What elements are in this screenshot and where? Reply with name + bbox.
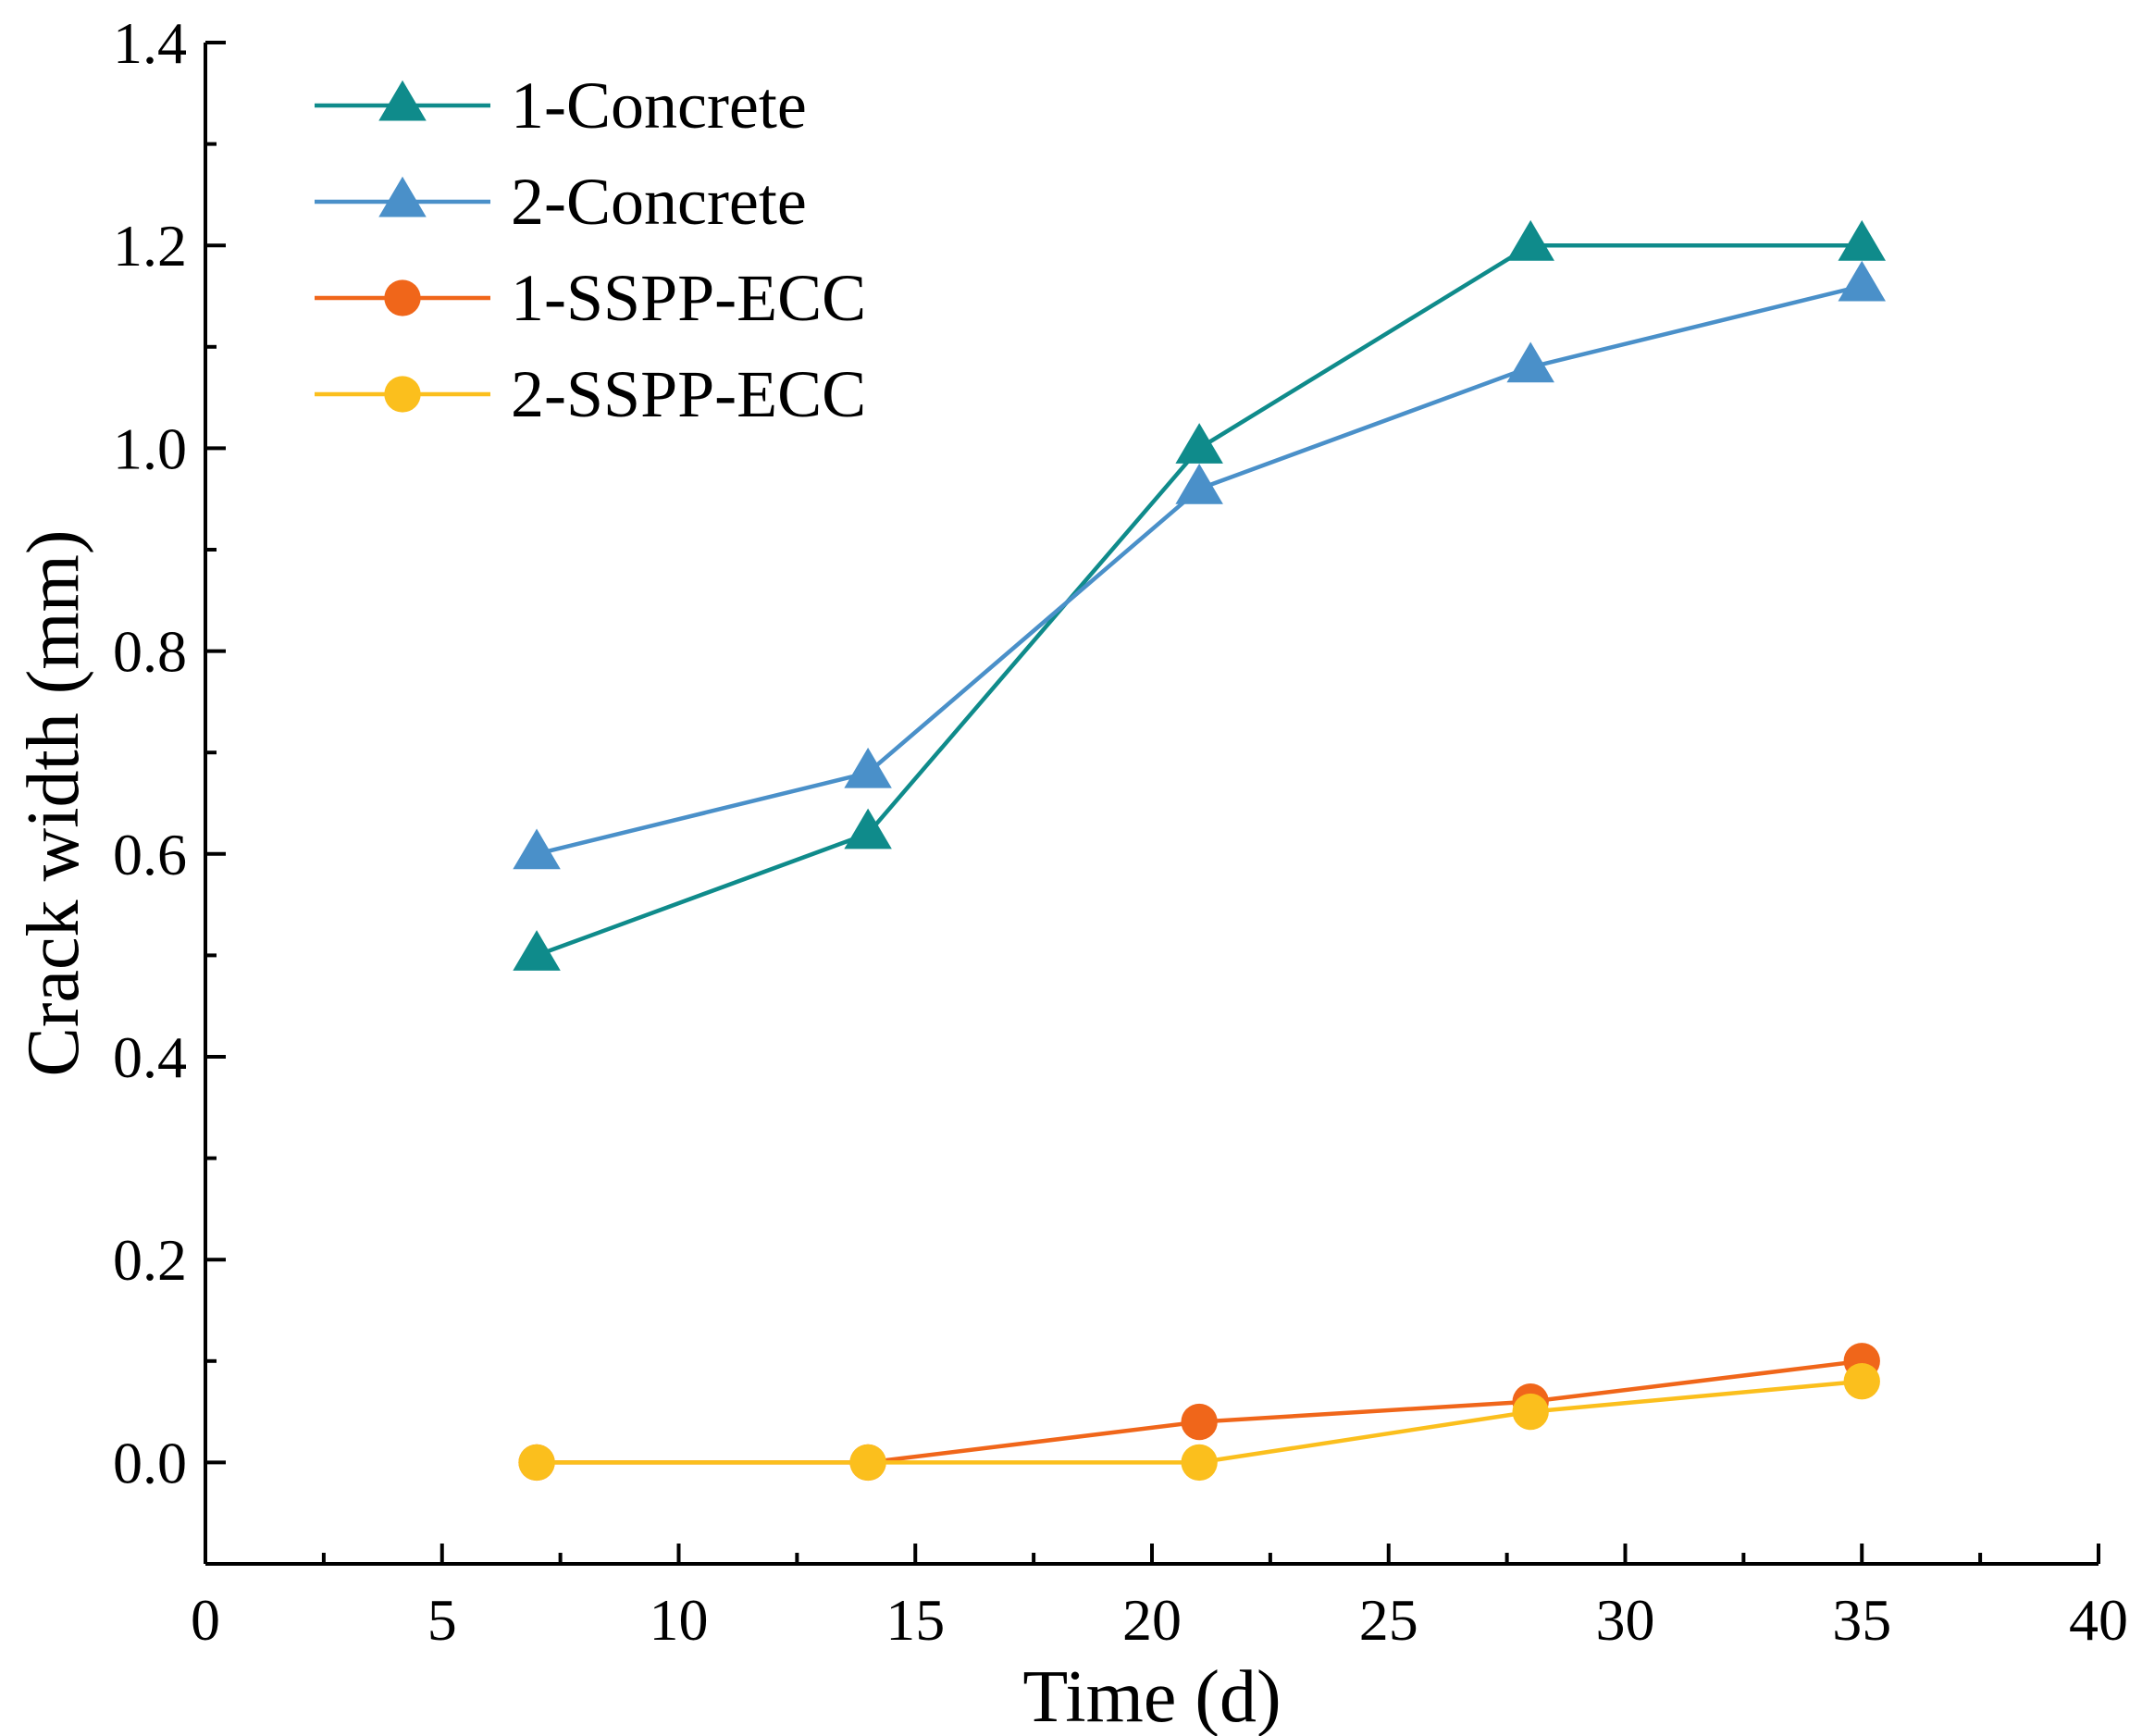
x-tick-label: 40	[2069, 1587, 2128, 1653]
data-point	[844, 747, 892, 788]
legend-marker	[378, 176, 427, 217]
data-point	[1838, 219, 1886, 261]
data-point	[1175, 423, 1223, 464]
data-point	[513, 828, 561, 870]
data-point	[1838, 260, 1886, 302]
y-tick-label: 0.4	[113, 1024, 187, 1090]
x-axis-title: Time (d)	[1022, 1656, 1281, 1736]
y-tick-label: 0.2	[113, 1227, 187, 1293]
y-tick-label: 1.0	[113, 415, 187, 481]
data-point	[1512, 1393, 1549, 1431]
x-tick-label: 30	[1596, 1587, 1655, 1653]
data-point	[849, 1444, 886, 1482]
legend-marker	[384, 376, 421, 413]
data-point	[1181, 1403, 1218, 1441]
y-axis-title: Crack width (mm)	[13, 530, 94, 1077]
series-line	[536, 242, 1863, 958]
legend-item: 1-Concrete	[315, 68, 807, 143]
x-tick-label: 15	[885, 1587, 945, 1653]
x-tick-label: 10	[650, 1587, 709, 1653]
x-tick-label: 35	[1832, 1587, 1891, 1653]
series-2-sspp-ecc	[518, 1363, 1880, 1482]
data-point	[1506, 341, 1554, 383]
legend-label: 2-SSPP-ECC	[511, 357, 866, 431]
data-point	[518, 1444, 555, 1482]
legend-label: 1-SSPP-ECC	[511, 261, 866, 335]
series-1-concrete	[513, 219, 1886, 971]
x-tick-label: 25	[1359, 1587, 1418, 1653]
data-point	[513, 930, 561, 971]
data-point	[1843, 1363, 1880, 1400]
legend-label: 2-Concrete	[511, 165, 807, 239]
data-point	[844, 808, 892, 849]
series-2-concrete	[513, 260, 1886, 870]
data-point	[1506, 219, 1554, 261]
y-tick-label: 0.8	[113, 619, 187, 685]
legend-item: 2-SSPP-ECC	[315, 357, 866, 431]
legend-label: 1-Concrete	[511, 68, 807, 143]
data-point	[1181, 1444, 1218, 1482]
legend-marker	[378, 80, 427, 121]
y-tick-label: 1.2	[113, 213, 187, 279]
x-tick-label: 5	[427, 1587, 457, 1653]
y-tick-label: 0.0	[113, 1430, 187, 1495]
x-tick-label: 0	[191, 1587, 220, 1653]
x-tick-label: 20	[1122, 1587, 1182, 1653]
legend-item: 1-SSPP-ECC	[315, 261, 866, 335]
axes	[204, 43, 2099, 1566]
y-tick-label: 1.4	[113, 10, 187, 76]
series-layer	[513, 219, 1886, 1482]
legend-marker	[384, 279, 421, 316]
legend-item: 2-Concrete	[315, 165, 807, 239]
ticks: 0 5 10 15 20 25 30 35 40 0.0 0.2 0.4 0.6 0.8 1.0 1.2 1.4	[113, 10, 2128, 1653]
y-tick-label: 0.6	[113, 822, 187, 887]
data-point	[1175, 463, 1223, 504]
legend: 1-Concrete 2-Concrete 1-SSPP-ECC 2-SSPP-ECC	[315, 68, 866, 431]
